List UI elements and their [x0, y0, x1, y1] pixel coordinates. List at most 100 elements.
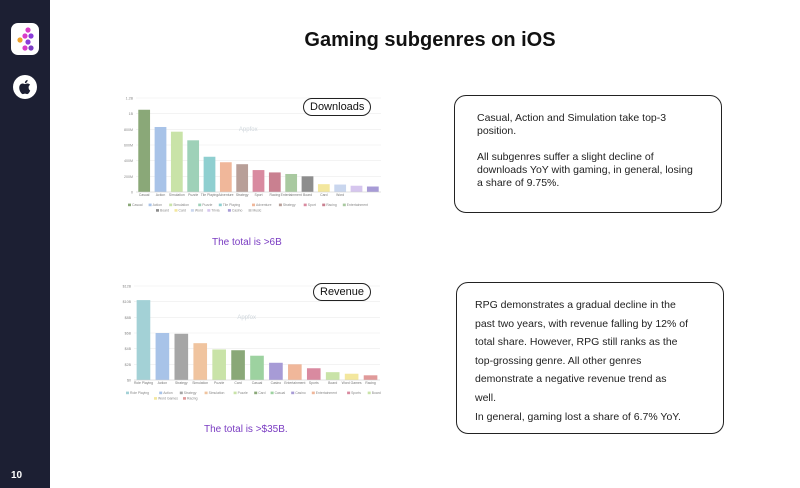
legend-swatch — [227, 209, 231, 212]
legend-swatch — [148, 203, 152, 207]
x-tick-label: Strategy — [236, 193, 249, 197]
x-tick-label: Puzzle — [214, 381, 224, 385]
y-tick-label: $2B — [125, 363, 132, 367]
revenue-insight-line-2: past two years, with revenue falling by … — [475, 317, 689, 330]
bar — [231, 350, 245, 380]
x-tick-label: Sports — [309, 381, 319, 385]
legend-label: Entertainment — [316, 391, 337, 395]
legend-label: Racing — [326, 203, 337, 207]
legend-label: Casino — [232, 209, 243, 213]
legend-label: Role Playing — [130, 391, 149, 395]
page-number: 10 — [11, 470, 23, 481]
bar — [236, 164, 249, 192]
downloads-insight-1: Casual, Action and Simulation take top-3… — [477, 112, 667, 137]
x-tick-label: Entertainment — [284, 381, 305, 385]
legend-swatch — [367, 391, 371, 395]
legend-swatch — [169, 203, 173, 207]
x-tick-label: Word — [336, 193, 344, 197]
legend-label: Word — [195, 209, 203, 213]
legend-swatch — [311, 391, 315, 395]
chart-watermark: Appfox — [239, 127, 258, 133]
legend-swatch — [342, 203, 346, 207]
legend-label: Board — [160, 209, 169, 213]
legend-label: Sports — [351, 391, 361, 395]
x-tick-label: Strategy — [175, 381, 188, 385]
page-title: Gaming subgenres on iOS — [304, 29, 556, 51]
legend-label: Casual — [275, 391, 286, 395]
x-tick-label: Action — [158, 381, 168, 385]
x-tick-label: Simulation — [192, 381, 208, 385]
y-tick-label: 1B — [129, 112, 134, 116]
bar — [350, 185, 363, 192]
legend-swatch — [183, 397, 186, 400]
y-tick-label: 400M — [124, 159, 133, 163]
legend-swatch — [322, 203, 326, 207]
downloads-tag: Downloads — [303, 98, 372, 116]
bar — [187, 140, 200, 192]
x-tick-label: Tile Playing — [201, 193, 219, 197]
legend-swatch — [190, 209, 194, 212]
legend-label: Strategy — [184, 391, 197, 395]
legend-label: Music — [253, 209, 262, 213]
revenue-insight-line-3: total share. However, RPG still ranks as… — [475, 336, 678, 349]
apple-icon — [13, 75, 37, 99]
x-tick-label: Casual — [252, 381, 263, 385]
x-tick-label: Casual — [139, 193, 150, 197]
bar — [344, 373, 359, 380]
bar — [306, 368, 321, 380]
legend-label: Action — [163, 391, 173, 395]
legend-swatch — [128, 203, 131, 207]
y-tick-label: $10B — [123, 300, 132, 304]
revenue-insight-line-5: demonstrate a negative revenue trend as — [475, 373, 667, 386]
x-tick-label: Racing — [270, 193, 281, 197]
legend-swatch — [156, 209, 159, 212]
x-tick-label: Sport — [254, 193, 262, 197]
downloads-insight-card: Casual, Action and Simulation take top-3… — [454, 95, 722, 213]
legend-swatch — [248, 209, 252, 212]
legend-swatch — [347, 391, 351, 395]
y-tick-label: 800M — [124, 128, 133, 132]
sidebar: 10 — [0, 0, 50, 488]
bar — [252, 170, 265, 192]
revenue-insight-line-7: In general, gaming lost a share of 6.7% … — [475, 410, 681, 423]
legend-label: Simulation — [209, 391, 225, 395]
x-tick-label: Word Games — [342, 381, 362, 385]
x-tick-label: Action — [156, 193, 166, 197]
legend-swatch — [270, 391, 274, 395]
legend-label: Entertainment — [347, 203, 368, 207]
legend-swatch — [179, 391, 183, 395]
legend-swatch — [303, 203, 307, 207]
legend-label: Strategy — [283, 203, 296, 207]
x-tick-label: Casino — [271, 381, 282, 385]
legend-swatch — [198, 203, 202, 207]
legend-swatch — [254, 391, 258, 395]
y-tick-label: 600M — [124, 144, 133, 148]
legend-swatch — [218, 203, 222, 207]
legend-label: Casino — [295, 391, 306, 395]
revenue-total: The total is >$35B. — [204, 424, 288, 435]
x-tick-label: Puzzle — [188, 193, 198, 197]
legend-label: Simulation — [173, 203, 189, 207]
chart-watermark: Appfox — [237, 315, 256, 321]
legend-label: Card — [258, 391, 265, 395]
bar — [155, 333, 170, 380]
bar — [193, 343, 208, 380]
legend-label: Tile Playing — [223, 203, 241, 207]
downloads-total: The total is >6B — [212, 237, 282, 248]
legend-swatch — [291, 391, 295, 395]
bar — [285, 173, 298, 192]
bar — [203, 156, 216, 192]
legend-label: Card — [179, 209, 186, 213]
bar — [366, 186, 379, 192]
legend-swatch — [207, 209, 211, 212]
bar — [136, 300, 151, 380]
bar — [212, 349, 226, 380]
legend-swatch — [233, 391, 237, 395]
y-tick-label: $4B — [125, 347, 132, 351]
revenue-chart: $0 $2B $4B $6B $8B $10B $12B Appfox Role Playing… — [120, 281, 382, 411]
bar — [268, 172, 281, 192]
legend-swatch — [174, 209, 178, 212]
bar — [219, 162, 232, 192]
y-tick-label: $6B — [125, 332, 132, 336]
legend-label: Puzzle — [202, 203, 212, 207]
